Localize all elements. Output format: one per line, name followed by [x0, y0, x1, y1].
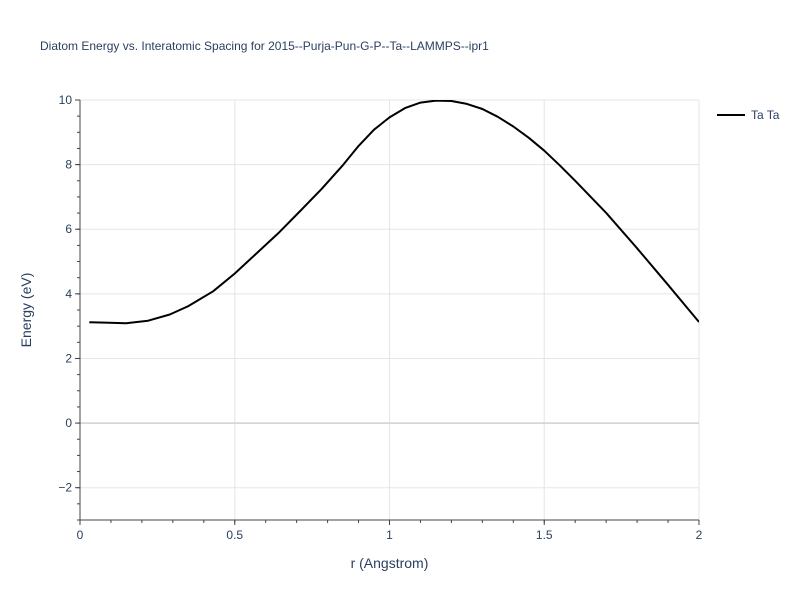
y-tick-label: 10 — [59, 93, 73, 107]
x-tick-label: 0 — [77, 528, 84, 542]
y-tick-label: 4 — [65, 287, 72, 301]
axes — [75, 99, 700, 525]
y-tick-label: 0 — [65, 416, 72, 430]
x-tick-label: 1 — [386, 528, 393, 542]
y-tick-label: 2 — [65, 351, 72, 365]
x-tick-label: 1.5 — [536, 528, 553, 542]
x-axis-label: r (Angstrom) — [351, 555, 429, 571]
legend[interactable]: Ta Ta — [717, 108, 780, 122]
x-tick-label: 2 — [696, 528, 703, 542]
legend-label-ta-ta: Ta Ta — [751, 108, 780, 122]
y-tick-label: −2 — [58, 481, 72, 495]
series-line-ta-ta — [89, 100, 699, 325]
x-tick-label: 0.5 — [226, 528, 243, 542]
y-tick-label: 6 — [65, 222, 72, 236]
grid — [80, 99, 700, 520]
y-tick-label: 8 — [65, 158, 72, 172]
series-layer — [89, 100, 699, 325]
chart-title: Diatom Energy vs. Interatomic Spacing fo… — [40, 39, 489, 53]
tick-labels: 0 0.5 1 1.5 2 −2 0 2 4 6 8 10 — [58, 93, 702, 542]
y-axis-label: Energy (eV) — [18, 273, 34, 348]
